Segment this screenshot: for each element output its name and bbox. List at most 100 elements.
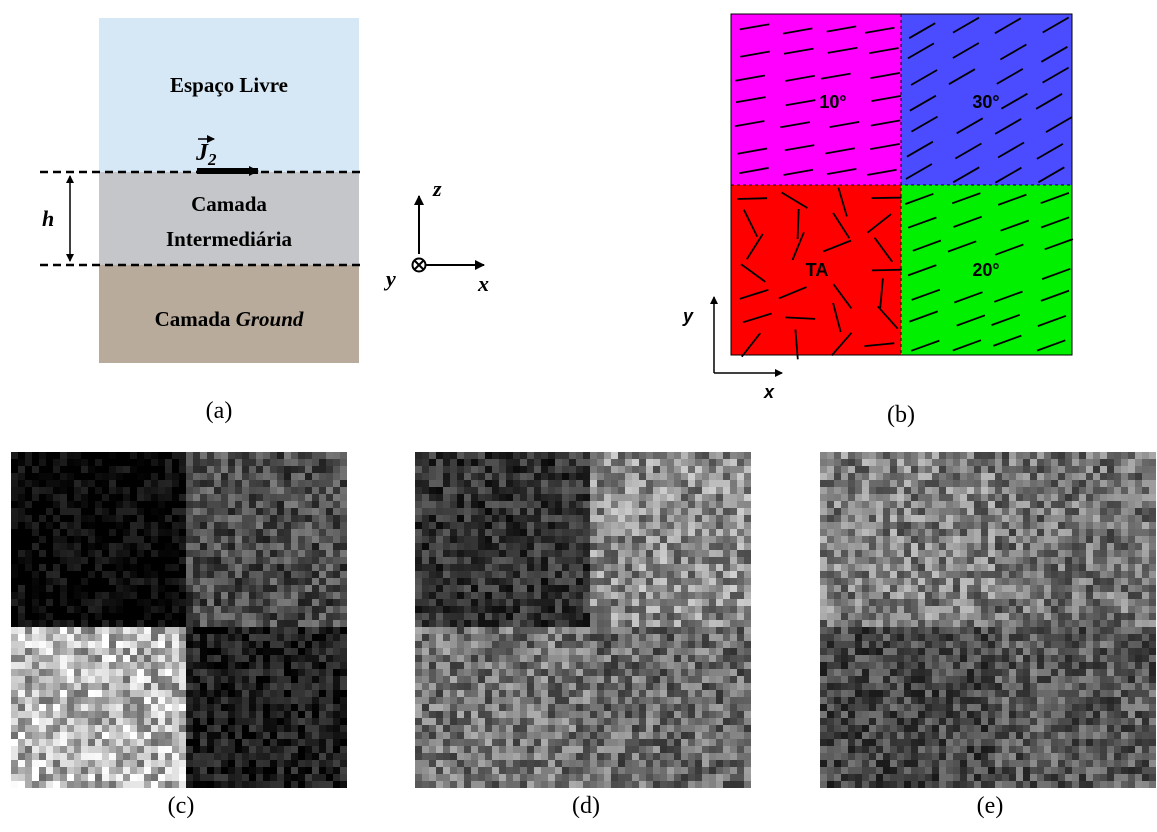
pixel xyxy=(429,522,436,529)
pixel xyxy=(144,739,151,746)
pixel xyxy=(221,606,228,613)
pixel xyxy=(450,669,457,676)
pixel xyxy=(270,655,277,662)
pixel xyxy=(485,585,492,592)
pixel xyxy=(674,683,681,690)
pixel xyxy=(109,753,116,760)
pixel xyxy=(46,536,53,543)
pixel xyxy=(214,606,221,613)
pixel xyxy=(660,550,667,557)
pixel xyxy=(46,613,53,620)
pixel xyxy=(660,634,667,641)
pixel xyxy=(242,480,249,487)
pixel xyxy=(137,697,144,704)
pixel xyxy=(646,739,653,746)
pixel xyxy=(39,774,46,781)
pixel xyxy=(848,571,855,578)
pixel xyxy=(305,606,312,613)
pixel xyxy=(541,774,548,781)
pixel xyxy=(39,480,46,487)
pixel xyxy=(820,452,827,459)
pixel xyxy=(548,606,555,613)
pixel xyxy=(737,760,744,767)
pixel xyxy=(193,543,200,550)
pixel xyxy=(228,718,235,725)
pixel xyxy=(674,634,681,641)
pixel xyxy=(590,473,597,480)
pixel xyxy=(172,571,179,578)
pixel xyxy=(130,760,137,767)
pixel xyxy=(256,725,263,732)
pixel xyxy=(639,627,646,634)
pixel xyxy=(333,487,340,494)
pixel xyxy=(186,585,193,592)
pixel xyxy=(165,557,172,564)
pixel xyxy=(270,739,277,746)
pixel xyxy=(340,487,347,494)
pixel xyxy=(660,508,667,515)
pixel xyxy=(702,725,709,732)
pixel xyxy=(263,473,270,480)
pixel xyxy=(319,732,326,739)
pixel xyxy=(228,592,235,599)
pixel xyxy=(298,571,305,578)
fiber-segment xyxy=(778,286,807,300)
pixel xyxy=(744,641,751,648)
pixel xyxy=(415,585,422,592)
pixel xyxy=(340,732,347,739)
fiber-segment xyxy=(1040,46,1068,63)
pixel xyxy=(25,676,32,683)
pixel xyxy=(291,760,298,767)
pixel xyxy=(67,494,74,501)
pixel xyxy=(611,480,618,487)
pixel xyxy=(618,781,625,788)
pixel xyxy=(291,683,298,690)
pixel xyxy=(242,774,249,781)
fiber-segment xyxy=(734,120,765,128)
pixel xyxy=(618,613,625,620)
pixel xyxy=(60,662,67,669)
pixel xyxy=(548,781,555,788)
pixel xyxy=(179,690,186,697)
pixel xyxy=(81,634,88,641)
fiber-segment xyxy=(871,95,902,102)
pixel xyxy=(242,760,249,767)
pixel xyxy=(319,781,326,788)
pixel xyxy=(207,571,214,578)
pixel xyxy=(151,606,158,613)
pixel xyxy=(214,627,221,634)
pixel xyxy=(137,627,144,634)
pixel xyxy=(723,522,730,529)
pixel xyxy=(123,487,130,494)
pixel xyxy=(326,739,333,746)
pixel xyxy=(506,676,513,683)
pixel xyxy=(548,501,555,508)
pixel xyxy=(548,494,555,501)
pixel xyxy=(527,704,534,711)
pixel xyxy=(555,473,562,480)
pixel xyxy=(235,711,242,718)
pixel xyxy=(639,599,646,606)
pixel xyxy=(88,774,95,781)
pixel xyxy=(270,571,277,578)
pixel xyxy=(11,711,18,718)
pixel xyxy=(443,592,450,599)
pixel xyxy=(221,711,228,718)
fiber-segment xyxy=(909,310,939,323)
pixel xyxy=(298,536,305,543)
pixel xyxy=(569,697,576,704)
pixel xyxy=(506,606,513,613)
pixel xyxy=(841,522,848,529)
pixel xyxy=(744,543,751,550)
pixel xyxy=(464,683,471,690)
pixel xyxy=(333,543,340,550)
pixel xyxy=(848,508,855,515)
pixel xyxy=(548,627,555,634)
pixel xyxy=(326,459,333,466)
pixel xyxy=(109,732,116,739)
pixel xyxy=(74,515,81,522)
pixel xyxy=(193,613,200,620)
pixel xyxy=(827,508,834,515)
pixel xyxy=(39,767,46,774)
pixel xyxy=(270,683,277,690)
